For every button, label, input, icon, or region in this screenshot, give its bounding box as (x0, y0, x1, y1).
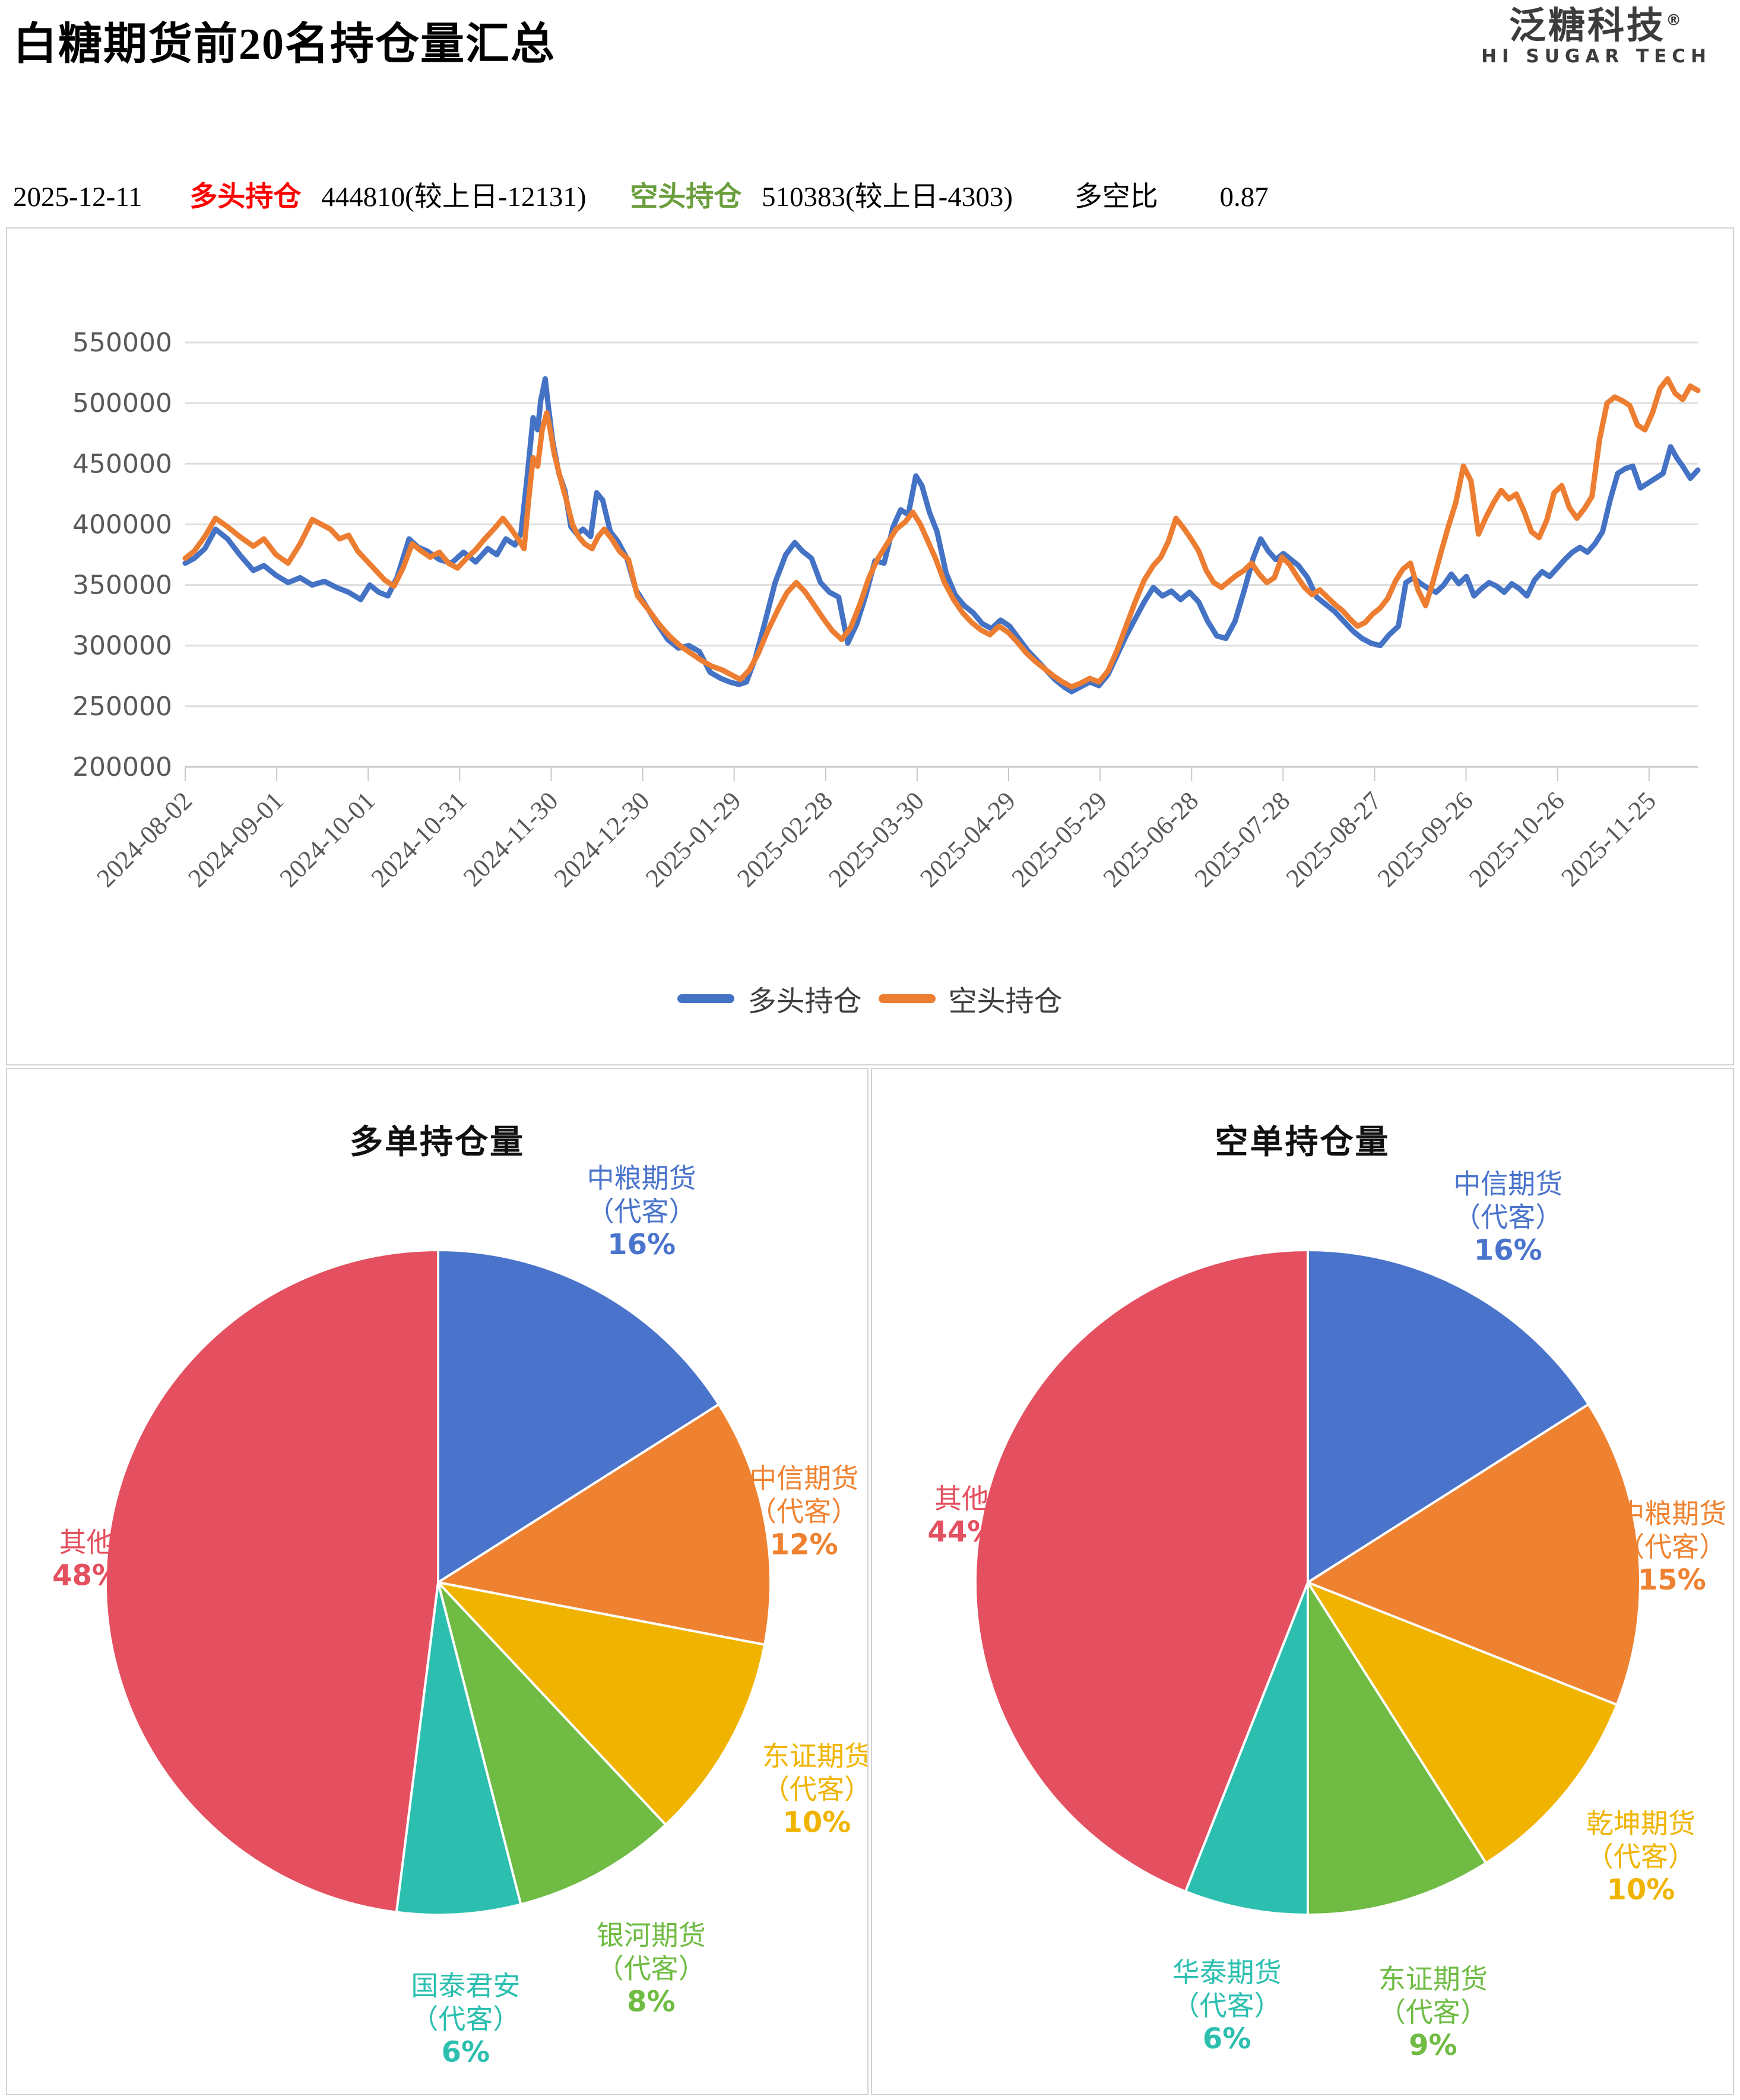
registered-trademark-icon: ® (1666, 11, 1684, 30)
x-axis-label: 2024-09-01 (182, 786, 289, 893)
x-axis-label: 2025-06-28 (1097, 786, 1204, 893)
pie-slice-1 (1307, 1403, 1641, 1706)
long-series-swatch (677, 994, 735, 1003)
pie-slice-5 (104, 1249, 439, 1914)
line-chart-legend: 多头持仓 空头持仓 (7, 978, 1733, 1019)
y-axis-label: 450000 (72, 449, 172, 479)
pie-slice-0 (1307, 1249, 1590, 1584)
x-axis-label: 2025-05-29 (1006, 786, 1113, 893)
short-pie-panel: 空单持仓量 中信期货（代客） 16% 中粮期货（代客） 15% 乾坤期货（代客） 10% 东… (871, 1068, 1734, 2095)
x-axis-label: 2025-02-28 (731, 786, 838, 893)
long-series-legend-label: 多头持仓 (747, 986, 862, 1017)
short-series-swatch (878, 994, 936, 1003)
y-axis-label: 200000 (72, 752, 172, 782)
short-series-legend-label: 空头持仓 (948, 986, 1063, 1017)
pie-slice-label-1: 中粮期货（代客） 15% (1617, 1499, 1726, 1597)
short-position-value: 510383(较上日-4303) (762, 182, 1013, 212)
y-axis-label: 500000 (72, 388, 172, 418)
long-short-ratio-value: 0.87 (1219, 182, 1269, 212)
pie-slice-label-0: 中粮期货（代客） 16% (587, 1163, 696, 1261)
pie-slice-label-4: 国泰君安（代客） 6% (411, 1971, 520, 2069)
pie-slice-1 (437, 1403, 772, 1646)
brand-logo-name: 泛糖科技 (1509, 4, 1666, 47)
pie-slice-label-3: 东证期货（代客） 9% (1378, 1964, 1488, 2062)
pie-slice-4 (1184, 1581, 1309, 1916)
pie-slice-label-5: 其他 48% (52, 1528, 121, 1593)
x-axis-label: 2025-04-29 (914, 786, 1021, 893)
x-axis-label: 2025-07-28 (1189, 786, 1296, 893)
pie-slice-label-5: 其他 44% (927, 1484, 996, 1549)
pie-slice-4 (395, 1581, 522, 1916)
x-axis-label: 2024-08-02 (91, 786, 198, 893)
x-axis-label: 2025-01-29 (640, 786, 747, 893)
x-axis-label: 2024-10-31 (366, 786, 473, 893)
pie-slice-2 (1307, 1581, 1618, 1864)
long-pie-title: 多单持仓量 (350, 1124, 525, 1161)
y-axis-label: 400000 (72, 509, 172, 540)
pie-slice-3 (1307, 1581, 1488, 1916)
long-pie-panel: 多单持仓量 中粮期货（代客） 16% 中信期货（代客） 12% 东证期货（代客） 10% 银… (6, 1068, 869, 2095)
legend-item-short: 空头持仓 (878, 978, 1063, 1019)
x-axis-label: 2025-03-30 (823, 786, 930, 893)
long-position-value: 444810(较上日-12131) (321, 182, 587, 212)
pie-slice-label-1: 中信期货（代客） 12% (749, 1463, 858, 1561)
brand-logo-text: 泛糖科技® (1481, 6, 1712, 45)
pie-slice-5 (974, 1249, 1309, 1893)
short-pie-chart-svg: 中信期货（代客） 16% 中粮期货（代客） 15% 乾坤期货（代客） 10% 东证期货（代客… (927, 1169, 1726, 2062)
pie-slice-label-4: 华泰期货（代客） 6% (1172, 1958, 1282, 2055)
x-axis-label: 2024-11-30 (458, 786, 564, 892)
x-axis-label: 2024-12-30 (549, 786, 655, 893)
legend-item-long: 多头持仓 (677, 978, 862, 1019)
y-axis-label: 300000 (72, 631, 172, 661)
short-series-line (182, 376, 1701, 690)
pie-slice-3 (437, 1581, 667, 1906)
x-axis-label: 2025-10-26 (1463, 786, 1570, 893)
long-pie-chart-svg: 中粮期货（代客） 16% 中信期货（代客） 12% 东证期货（代客） 10% 银河期货（代客… (52, 1163, 867, 2069)
long-short-ratio-label: 多空比 (1074, 182, 1158, 212)
y-axis-label: 250000 (72, 691, 172, 722)
line-chart-panel: 550000 500000 450000 400000 350000 300000 2500… (6, 227, 1734, 1065)
x-axis-label: 2024-10-01 (274, 786, 381, 893)
line-chart-svg: 550000 500000 450000 400000 350000 300000 2500… (72, 328, 1701, 893)
long-position-label: 多头持仓 (189, 182, 302, 212)
brand-logo-subtext: HI SUGAR TECH (1481, 46, 1712, 68)
summary-stats-row: 2025-12-11 多头持仓 444810(较上日-12131) 空头持仓 5… (13, 173, 1269, 214)
x-axis-label: 2025-09-26 (1372, 786, 1479, 893)
stats-date: 2025-12-11 (13, 182, 142, 212)
pie-slice-label-2: 东证期货（代客） 10% (762, 1741, 867, 1839)
pie-slice-label-2: 乾坤期货（代客） 10% (1586, 1809, 1695, 1907)
y-axis-label: 350000 (72, 570, 172, 601)
brand-logo: 泛糖科技® HI SUGAR TECH (1481, 6, 1712, 67)
y-axis-label: 550000 (72, 328, 172, 358)
page-title: 白糖期货前20名持仓量汇总 (13, 20, 556, 69)
x-axis-label: 2025-11-25 (1555, 786, 1662, 892)
long-series-line (182, 376, 1701, 694)
pie-slice-0 (437, 1249, 720, 1584)
short-position-label: 空头持仓 (630, 182, 742, 212)
pie-slice-label-0: 中信期货（代客） 16% (1453, 1169, 1562, 1267)
pie-slice-2 (437, 1581, 766, 1826)
pie-slice-label-3: 银河期货（代客） 8% (597, 1921, 706, 2019)
short-pie-title: 空单持仓量 (1215, 1124, 1390, 1161)
x-axis-label: 2025-08-27 (1281, 786, 1387, 893)
